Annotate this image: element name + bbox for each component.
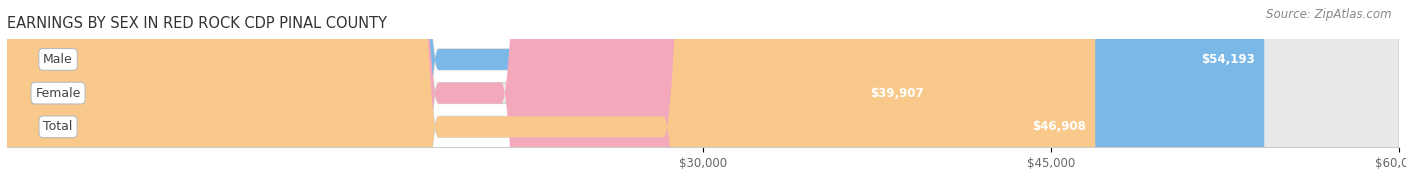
FancyBboxPatch shape bbox=[7, 0, 1264, 196]
Text: $54,193: $54,193 bbox=[1201, 53, 1256, 66]
FancyBboxPatch shape bbox=[7, 0, 932, 196]
FancyBboxPatch shape bbox=[7, 0, 1399, 196]
Text: Total: Total bbox=[44, 120, 73, 133]
Text: $39,907: $39,907 bbox=[870, 87, 924, 100]
FancyBboxPatch shape bbox=[7, 0, 1399, 196]
FancyBboxPatch shape bbox=[7, 0, 1095, 196]
FancyBboxPatch shape bbox=[7, 0, 1399, 196]
Text: EARNINGS BY SEX IN RED ROCK CDP PINAL COUNTY: EARNINGS BY SEX IN RED ROCK CDP PINAL CO… bbox=[7, 16, 387, 31]
Text: Source: ZipAtlas.com: Source: ZipAtlas.com bbox=[1267, 8, 1392, 21]
Text: Female: Female bbox=[35, 87, 80, 100]
Text: $46,908: $46,908 bbox=[1032, 120, 1085, 133]
Text: Male: Male bbox=[44, 53, 73, 66]
